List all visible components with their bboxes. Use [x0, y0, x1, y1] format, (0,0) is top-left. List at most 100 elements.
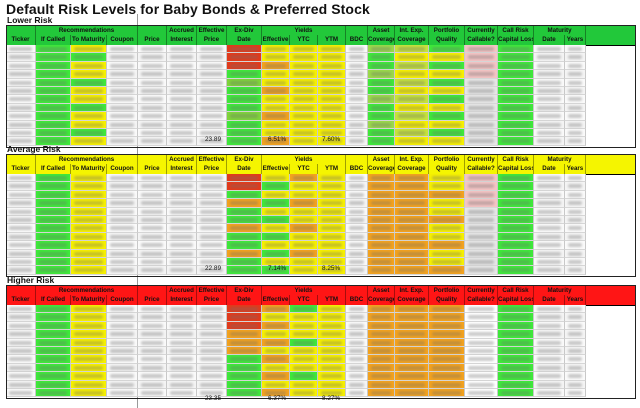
table-cell[interactable] — [465, 305, 498, 314]
column-header-callable[interactable]: Callable? — [465, 295, 498, 305]
table-cell[interactable] — [498, 241, 534, 250]
table-cell[interactable] — [498, 120, 534, 129]
table-cell[interactable] — [429, 257, 465, 267]
table-cell[interactable] — [107, 305, 138, 314]
table-cell[interactable] — [6, 199, 36, 208]
table-cell[interactable] — [290, 207, 318, 216]
table-cell[interactable] — [346, 137, 368, 146]
column-header-coverage[interactable]: Coverage — [368, 295, 395, 305]
table-cell[interactable] — [429, 224, 465, 233]
table-cell[interactable] — [318, 207, 346, 216]
table-cell[interactable] — [465, 128, 498, 138]
table-cell[interactable] — [498, 330, 534, 339]
table-cell[interactable] — [71, 120, 107, 129]
table-cell[interactable] — [167, 86, 197, 96]
table-cell[interactable] — [71, 182, 107, 191]
table-row[interactable] — [6, 363, 636, 373]
table-cell[interactable] — [565, 174, 586, 183]
table-cell[interactable] — [429, 363, 465, 373]
table-cell[interactable] — [429, 103, 465, 113]
table-cell[interactable] — [395, 321, 429, 331]
table-cell[interactable] — [71, 215, 107, 225]
column-header-tomaturity[interactable]: To Maturity — [71, 295, 107, 305]
column-header-ytm[interactable]: YTM — [318, 35, 346, 45]
table-cell[interactable] — [565, 70, 586, 79]
table-cell[interactable] — [167, 190, 197, 200]
table-cell[interactable] — [465, 112, 498, 121]
column-header-date[interactable]: Date — [227, 164, 262, 174]
table-cell[interactable] — [534, 190, 565, 200]
table-cell[interactable] — [167, 249, 197, 258]
table-cell[interactable] — [262, 103, 290, 113]
table-cell[interactable] — [6, 207, 36, 216]
table-cell[interactable] — [395, 388, 429, 398]
table-cell[interactable] — [138, 224, 167, 233]
table-cell[interactable] — [227, 86, 262, 96]
table-cell[interactable] — [71, 232, 107, 242]
table-cell[interactable] — [36, 305, 71, 314]
table-cell[interactable] — [395, 137, 429, 146]
column-header-ticker[interactable]: Ticker — [6, 164, 36, 174]
table-cell[interactable] — [346, 45, 368, 54]
table-cell[interactable] — [290, 338, 318, 347]
table-cell[interactable] — [346, 61, 368, 71]
table-cell[interactable] — [6, 363, 36, 373]
table-cell[interactable] — [71, 112, 107, 121]
column-header-callable[interactable]: Callable? — [465, 164, 498, 174]
table-cell[interactable] — [262, 199, 290, 208]
table-cell[interactable] — [368, 224, 395, 233]
table-row[interactable] — [6, 103, 636, 113]
table-cell[interactable] — [318, 346, 346, 356]
column-header-price2[interactable]: Price — [197, 35, 227, 45]
table-cell[interactable] — [429, 321, 465, 331]
table-cell[interactable] — [71, 257, 107, 267]
table-row[interactable] — [6, 207, 636, 216]
table-cell[interactable] — [429, 112, 465, 121]
table-cell[interactable] — [318, 215, 346, 225]
table-cell[interactable] — [318, 224, 346, 233]
table-cell[interactable] — [71, 190, 107, 200]
table-cell[interactable] — [465, 215, 498, 225]
table-cell[interactable] — [262, 45, 290, 54]
table-row[interactable] — [6, 305, 636, 314]
table-cell[interactable] — [368, 112, 395, 121]
table-cell[interactable] — [318, 95, 346, 104]
table-cell[interactable] — [565, 321, 586, 331]
table-cell[interactable] — [465, 61, 498, 71]
table-cell[interactable] — [71, 388, 107, 398]
table-cell[interactable] — [429, 86, 465, 96]
table-cell[interactable] — [318, 241, 346, 250]
table-cell[interactable] — [465, 388, 498, 398]
table-cell[interactable] — [71, 70, 107, 79]
table-cell[interactable] — [534, 215, 565, 225]
table-cell[interactable] — [138, 190, 167, 200]
table-cell[interactable] — [429, 215, 465, 225]
table-cell[interactable] — [167, 330, 197, 339]
table-cell[interactable] — [368, 313, 395, 322]
table-cell[interactable] — [534, 199, 565, 208]
table-row[interactable] — [6, 232, 636, 242]
table-cell[interactable] — [565, 388, 586, 398]
table-cell[interactable] — [368, 363, 395, 373]
table-cell[interactable] — [429, 137, 465, 146]
column-header-effective[interactable]: Effective — [262, 35, 290, 45]
table-cell[interactable] — [138, 241, 167, 250]
table-cell[interactable] — [262, 363, 290, 373]
column-header-date2[interactable]: Date — [534, 295, 565, 305]
table-cell[interactable] — [167, 372, 197, 381]
table-cell[interactable] — [197, 128, 227, 138]
table-cell[interactable] — [167, 232, 197, 242]
table-cell[interactable] — [262, 86, 290, 96]
table-cell[interactable] — [498, 224, 534, 233]
table-cell[interactable] — [71, 305, 107, 314]
table-cell[interactable] — [167, 112, 197, 121]
table-cell[interactable] — [318, 199, 346, 208]
table-cell[interactable] — [565, 232, 586, 242]
table-cell[interactable] — [465, 86, 498, 96]
table-cell[interactable] — [262, 190, 290, 200]
table-cell[interactable] — [107, 266, 138, 275]
table-cell[interactable] — [465, 232, 498, 242]
table-cell[interactable] — [36, 338, 71, 347]
table-cell[interactable] — [565, 266, 586, 275]
table-cell[interactable] — [36, 249, 71, 258]
